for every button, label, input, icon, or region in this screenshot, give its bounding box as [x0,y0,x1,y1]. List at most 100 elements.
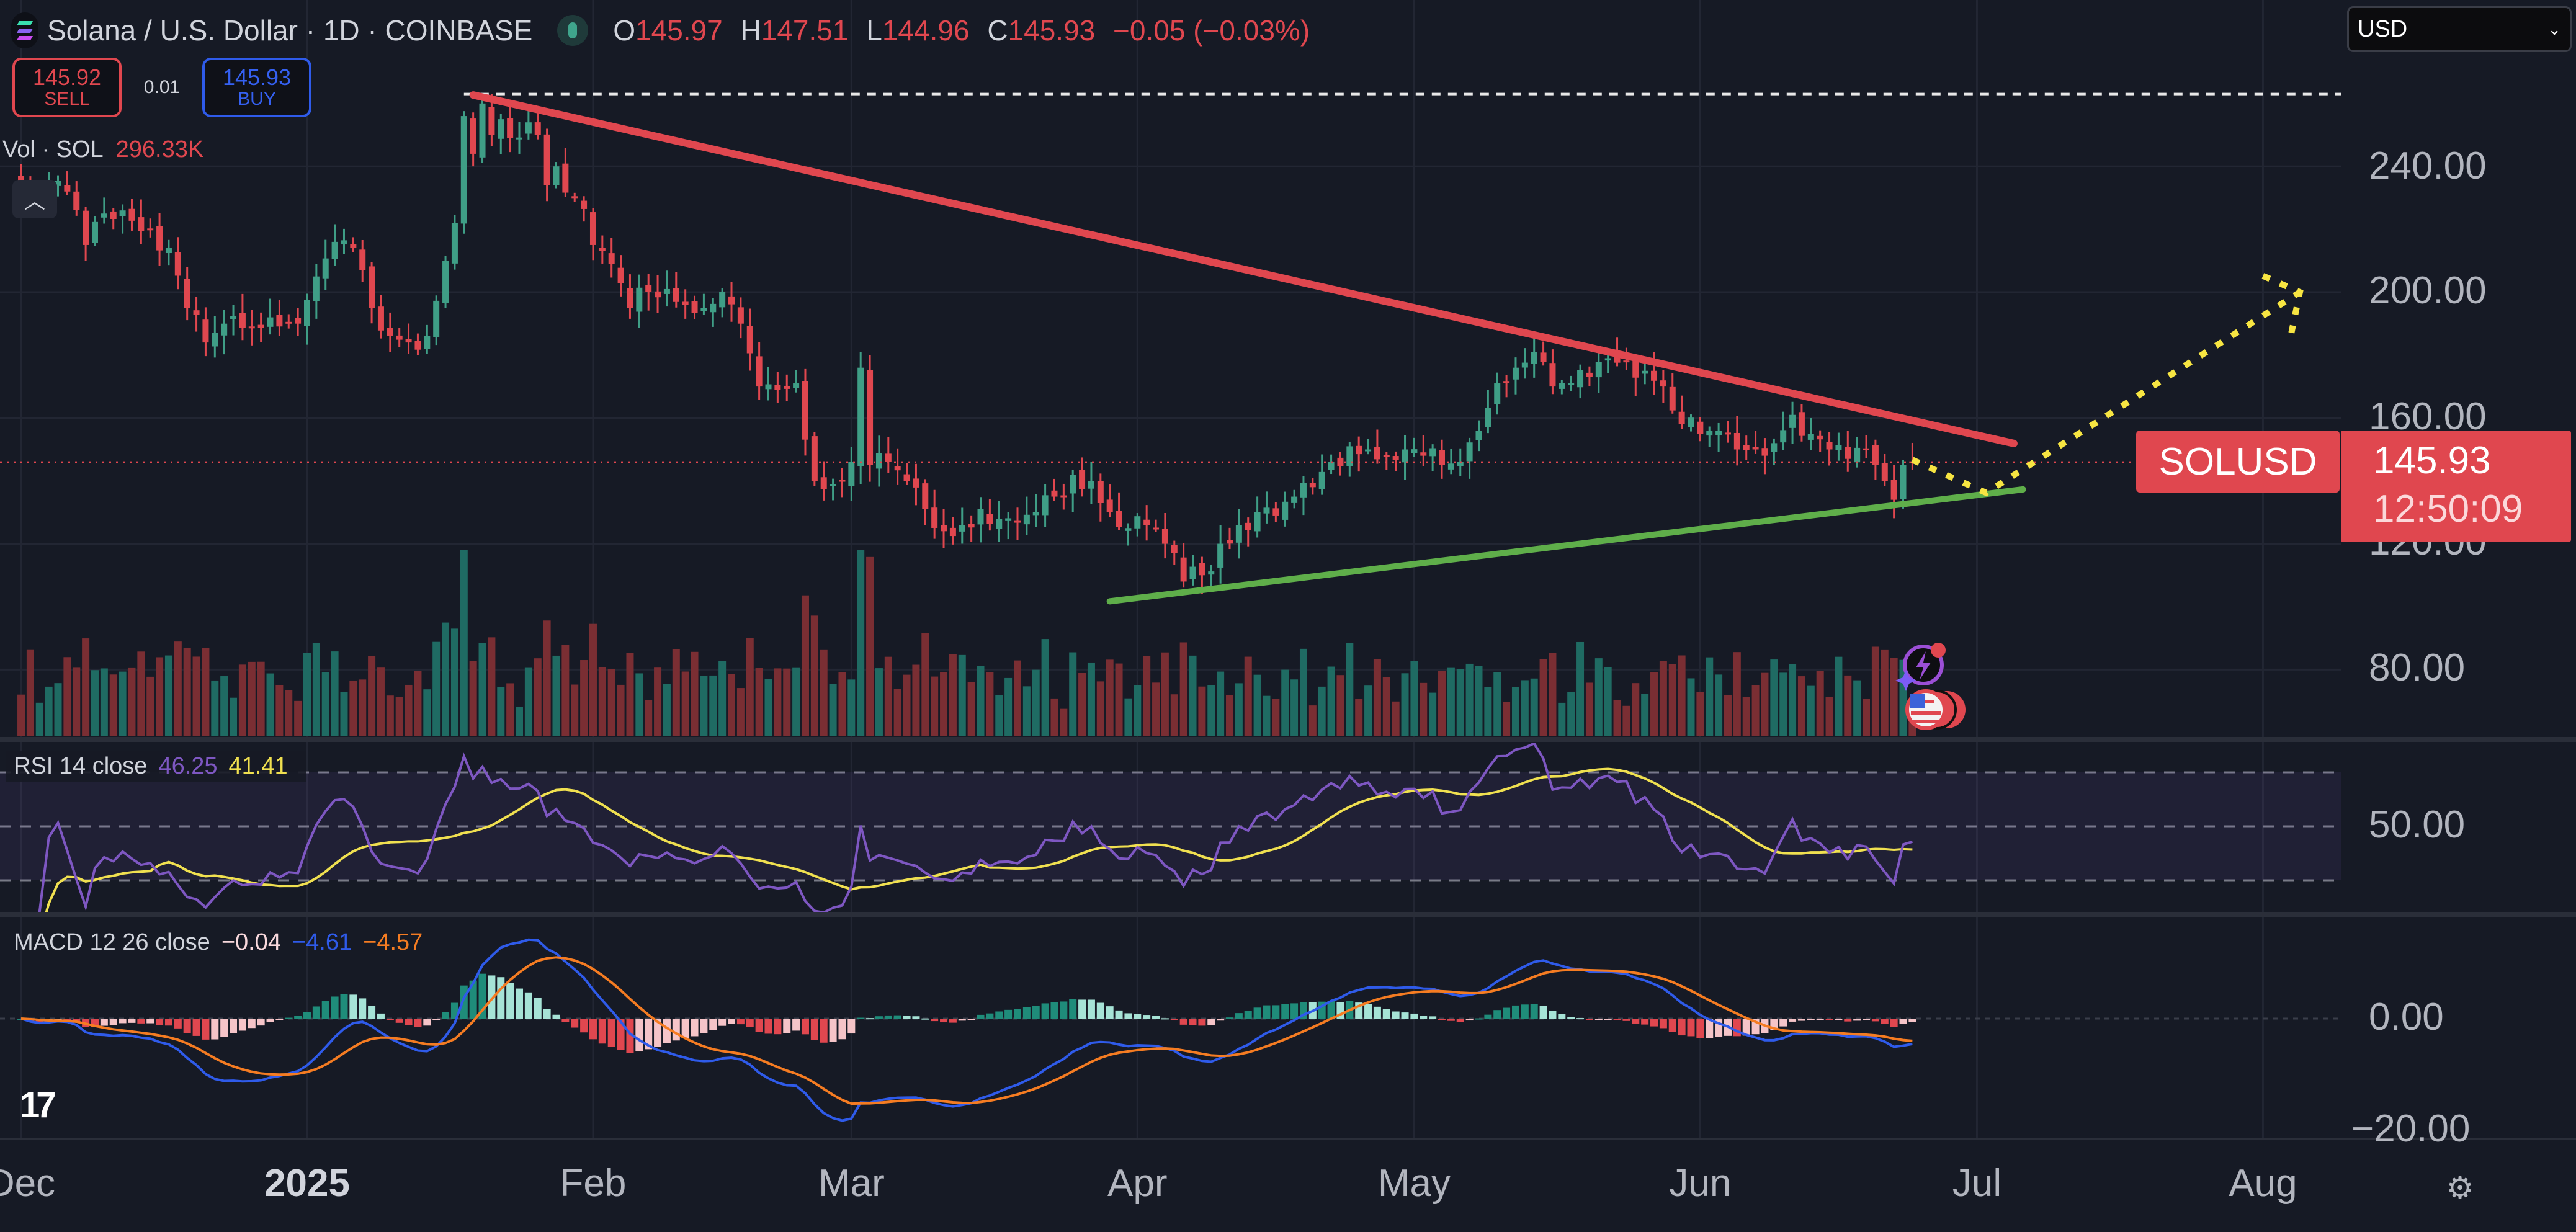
volume-bar [1308,705,1317,736]
macd-hist-value: −0.04 [221,929,281,955]
volume-bar [1770,659,1778,736]
volume-bar [1863,699,1871,736]
volume-bar [1641,694,1649,736]
volume-bar [1567,692,1575,736]
volume-bar [617,684,625,736]
volume-bar [1835,656,1843,736]
volume-bar [1715,674,1723,736]
macd-histogram-bar [128,1019,136,1023]
macd-histogram-bar [1401,1012,1409,1019]
macd-histogram-bar [73,1019,81,1022]
candle-body [941,525,947,532]
candle-body [165,248,172,254]
rsi-legend[interactable]: RSI 14 close 46.25 41.41 [6,751,306,782]
macd-histogram-bar [1908,1019,1916,1022]
macd-signal-value: −4.57 [363,929,423,955]
candle-body [1199,563,1205,576]
macd-histogram-bar [1622,1019,1630,1021]
volume-bar [1761,672,1769,736]
change-value: −0.05 (−0.03%) [1113,14,1310,47]
macd-histogram-bar [1022,1007,1031,1019]
volume-bar [82,638,90,736]
time-tick: 2025 [264,1162,350,1205]
candle-body [1817,435,1823,440]
macd-histogram-bar [912,1016,920,1019]
candle-body [645,285,652,292]
candle-body [1318,471,1325,489]
macd-histogram-bar [1659,1019,1667,1029]
trade-panel: 145.92 SELL 0.01 145.93 BUY [12,58,311,117]
macd-histogram-bar [884,1015,892,1019]
macd-histogram-bar [1484,1014,1492,1019]
volume-bar [912,664,920,736]
settings-gear-icon[interactable]: ⚙ [2446,1171,2474,1205]
volume-bar [736,688,745,736]
sell-button[interactable]: 145.92 SELL [12,58,122,117]
macd-histogram-bar [368,1006,376,1019]
volume-bar [635,673,643,736]
candle-body [248,326,255,329]
macd-histogram-bar [1890,1019,1898,1027]
rsi-label: RSI 14 close [14,753,148,779]
candle-body [525,122,532,134]
volume-legend[interactable]: Vol · SOL 296.33K [2,136,203,163]
candle-body [1420,452,1427,456]
candle-body [1651,370,1658,381]
candles[interactable] [18,93,1916,594]
candle-body [451,223,458,264]
signal-line [20,956,1913,1105]
volume-bar [1503,702,1511,736]
volume-bar [958,654,966,736]
macd-histogram-bar [1706,1019,1714,1038]
volume-bar [1678,655,1686,736]
macd-histogram-bar [1032,1006,1040,1019]
price-tick: 200.00 [2369,269,2487,312]
volume-bar [1161,652,1169,736]
candle-body [1106,499,1113,512]
candle-body [387,328,393,336]
grid-lines [0,0,2341,1139]
volume-bar [1373,659,1381,736]
volume-bar [700,676,708,736]
candle-body [765,384,772,390]
volume-bar [645,700,653,736]
candle-body [663,288,670,294]
candle-body [1697,421,1704,434]
tradingview-logo[interactable]: 17 [20,1085,56,1125]
volume-bar [1539,659,1547,736]
candle-body [608,253,615,264]
macd-histogram-bar [1410,1013,1418,1019]
macd-histogram-bar [1327,1001,1335,1019]
volume-bar [1530,678,1538,736]
event-icons[interactable] [1895,643,1966,730]
macd-histogram-bar [764,1019,772,1034]
candle-body [1559,383,1565,389]
volume-bar [709,675,717,736]
macd-histogram-bar [1253,1007,1261,1019]
volume-bar [607,668,615,736]
volume-bar [524,667,532,736]
candle-body [1032,512,1039,516]
projection-arrowhead [2261,273,2304,337]
candle-body [1568,383,1575,386]
macd-histogram-bar [1871,1019,1879,1022]
macd-legend[interactable]: MACD 12 26 close −0.04 −4.61 −4.57 [6,927,441,958]
candle-body [73,191,80,210]
volume-bar [1807,685,1815,736]
currency-select[interactable]: USD ⌄ [2347,6,2572,52]
last-price-label: 145.93 12:50:09 [2341,431,2571,542]
drawings[interactable] [0,91,2341,605]
volume-bar [1032,669,1040,736]
candle-body [1466,442,1473,462]
collapse-legend-button[interactable]: ︿ [12,180,57,218]
candle-body [322,258,329,279]
volume-bar [1594,658,1603,736]
market-status-icon[interactable] [557,15,589,46]
volume-bar [1115,663,1123,736]
candle-body [700,308,707,311]
buy-button[interactable]: 145.93 BUY [202,58,311,117]
symbol-title[interactable]: Solana / U.S. Dollar · 1D · COINBASE [47,14,533,47]
volume-bar [303,653,311,736]
macd-histogram-bar [1060,1001,1068,1019]
